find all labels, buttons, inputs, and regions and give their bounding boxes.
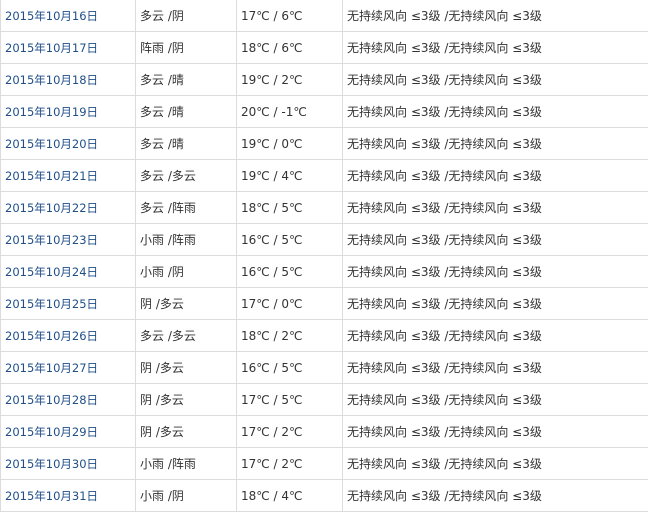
date-cell: 2015年10月30日 <box>0 447 136 480</box>
temperature-cell: 18℃ / 4℃ <box>236 479 343 512</box>
date-link[interactable]: 2015年10月28日 <box>5 392 99 407</box>
date-cell: 2015年10月23日 <box>0 223 136 256</box>
date-link[interactable]: 2015年10月26日 <box>5 328 99 343</box>
temperature-cell: 19℃ / 2℃ <box>236 63 343 96</box>
date-link[interactable]: 2015年10月19日 <box>5 104 99 119</box>
weather-cell: 多云 /晴 <box>135 95 237 128</box>
temperature-cell: 16℃ / 5℃ <box>236 223 343 256</box>
table-row: 2015年10月27日 阴 /多云 16℃ / 5℃ 无持续风向 ≤3级 /无持续风向… <box>0 351 648 384</box>
weather-cell: 多云 /多云 <box>135 319 237 352</box>
date-link[interactable]: 2015年10月24日 <box>5 264 99 279</box>
wind-cell: 无持续风向 ≤3级 /无持续风向 ≤3级 <box>342 63 648 96</box>
weather-cell: 小雨 /阴 <box>135 255 237 288</box>
temperature-cell: 19℃ / 0℃ <box>236 127 343 160</box>
table-row: 2015年10月24日 小雨 /阴 16℃ / 5℃ 无持续风向 ≤3级 /无持续风向… <box>0 255 648 288</box>
temperature-cell: 17℃ / 5℃ <box>236 383 343 416</box>
date-link[interactable]: 2015年10月20日 <box>5 136 99 151</box>
weather-cell: 小雨 /阴 <box>135 479 237 512</box>
weather-cell: 小雨 /阵雨 <box>135 447 237 480</box>
wind-cell: 无持续风向 ≤3级 /无持续风向 ≤3级 <box>342 319 648 352</box>
date-cell: 2015年10月29日 <box>0 415 136 448</box>
weather-cell: 阴 /多云 <box>135 415 237 448</box>
table-row: 2015年10月23日 小雨 /阵雨 16℃ / 5℃ 无持续风向 ≤3级 /无持续风… <box>0 223 648 256</box>
table-row: 2015年10月21日 多云 /多云 19℃ / 4℃ 无持续风向 ≤3级 /无持续风… <box>0 159 648 192</box>
table-row: 2015年10月16日 多云 /阴 17℃ / 6℃ 无持续风向 ≤3级 /无持续风向… <box>0 0 648 32</box>
date-link[interactable]: 2015年10月29日 <box>5 424 99 439</box>
date-cell: 2015年10月25日 <box>0 287 136 320</box>
table-row: 2015年10月25日 阴 /多云 17℃ / 0℃ 无持续风向 ≤3级 /无持续风向… <box>0 287 648 320</box>
wind-cell: 无持续风向 ≤3级 /无持续风向 ≤3级 <box>342 255 648 288</box>
table-row: 2015年10月18日 多云 /晴 19℃ / 2℃ 无持续风向 ≤3级 /无持续风向… <box>0 63 648 96</box>
date-cell: 2015年10月19日 <box>0 95 136 128</box>
weather-cell: 阴 /多云 <box>135 351 237 384</box>
temperature-cell: 18℃ / 6℃ <box>236 31 343 64</box>
temperature-cell: 17℃ / 0℃ <box>236 287 343 320</box>
table-row: 2015年10月29日 阴 /多云 17℃ / 2℃ 无持续风向 ≤3级 /无持续风向… <box>0 415 648 448</box>
wind-cell: 无持续风向 ≤3级 /无持续风向 ≤3级 <box>342 415 648 448</box>
table-row: 2015年10月30日 小雨 /阵雨 17℃ / 2℃ 无持续风向 ≤3级 /无持续风… <box>0 447 648 480</box>
wind-cell: 无持续风向 ≤3级 /无持续风向 ≤3级 <box>342 127 648 160</box>
date-link[interactable]: 2015年10月23日 <box>5 232 99 247</box>
date-link[interactable]: 2015年10月17日 <box>5 40 99 55</box>
temperature-cell: 19℃ / 4℃ <box>236 159 343 192</box>
date-link[interactable]: 2015年10月27日 <box>5 360 99 375</box>
wind-cell: 无持续风向 ≤3级 /无持续风向 ≤3级 <box>342 479 648 512</box>
wind-cell: 无持续风向 ≤3级 /无持续风向 ≤3级 <box>342 287 648 320</box>
date-cell: 2015年10月27日 <box>0 351 136 384</box>
date-link[interactable]: 2015年10月22日 <box>5 200 99 215</box>
temperature-cell: 20℃ / -1℃ <box>236 95 343 128</box>
temperature-cell: 18℃ / 2℃ <box>236 319 343 352</box>
date-link[interactable]: 2015年10月25日 <box>5 296 99 311</box>
wind-cell: 无持续风向 ≤3级 /无持续风向 ≤3级 <box>342 0 648 32</box>
date-link[interactable]: 2015年10月30日 <box>5 456 99 471</box>
date-link[interactable]: 2015年10月18日 <box>5 72 99 87</box>
wind-cell: 无持续风向 ≤3级 /无持续风向 ≤3级 <box>342 383 648 416</box>
wind-cell: 无持续风向 ≤3级 /无持续风向 ≤3级 <box>342 223 648 256</box>
date-cell: 2015年10月26日 <box>0 319 136 352</box>
weather-cell: 多云 /阵雨 <box>135 191 237 224</box>
date-cell: 2015年10月22日 <box>0 191 136 224</box>
weather-cell: 阴 /多云 <box>135 287 237 320</box>
date-cell: 2015年10月21日 <box>0 159 136 192</box>
wind-cell: 无持续风向 ≤3级 /无持续风向 ≤3级 <box>342 191 648 224</box>
date-link[interactable]: 2015年10月21日 <box>5 168 99 183</box>
weather-cell: 多云 /阴 <box>135 0 237 32</box>
temperature-cell: 18℃ / 5℃ <box>236 191 343 224</box>
date-link[interactable]: 2015年10月16日 <box>5 8 99 23</box>
wind-cell: 无持续风向 ≤3级 /无持续风向 ≤3级 <box>342 351 648 384</box>
date-cell: 2015年10月24日 <box>0 255 136 288</box>
date-cell: 2015年10月28日 <box>0 383 136 416</box>
weather-cell: 阵雨 /阴 <box>135 31 237 64</box>
temperature-cell: 17℃ / 2℃ <box>236 415 343 448</box>
weather-cell: 多云 /晴 <box>135 63 237 96</box>
wind-cell: 无持续风向 ≤3级 /无持续风向 ≤3级 <box>342 159 648 192</box>
table-row: 2015年10月26日 多云 /多云 18℃ / 2℃ 无持续风向 ≤3级 /无持续风… <box>0 319 648 352</box>
weather-cell: 多云 /多云 <box>135 159 237 192</box>
date-cell: 2015年10月16日 <box>0 0 136 32</box>
date-cell: 2015年10月18日 <box>0 63 136 96</box>
weather-cell: 多云 /晴 <box>135 127 237 160</box>
date-cell: 2015年10月31日 <box>0 479 136 512</box>
date-link[interactable]: 2015年10月31日 <box>5 488 99 503</box>
weather-cell: 小雨 /阵雨 <box>135 223 237 256</box>
date-cell: 2015年10月20日 <box>0 127 136 160</box>
temperature-cell: 17℃ / 6℃ <box>236 0 343 32</box>
temperature-cell: 16℃ / 5℃ <box>236 255 343 288</box>
table-row: 2015年10月22日 多云 /阵雨 18℃ / 5℃ 无持续风向 ≤3级 /无持续风… <box>0 191 648 224</box>
temperature-cell: 17℃ / 2℃ <box>236 447 343 480</box>
table-row: 2015年10月19日 多云 /晴 20℃ / -1℃ 无持续风向 ≤3级 /无持续风… <box>0 95 648 128</box>
temperature-cell: 16℃ / 5℃ <box>236 351 343 384</box>
table-row: 2015年10月28日 阴 /多云 17℃ / 5℃ 无持续风向 ≤3级 /无持续风向… <box>0 383 648 416</box>
weather-cell: 阴 /多云 <box>135 383 237 416</box>
wind-cell: 无持续风向 ≤3级 /无持续风向 ≤3级 <box>342 31 648 64</box>
table-row: 2015年10月20日 多云 /晴 19℃ / 0℃ 无持续风向 ≤3级 /无持续风向… <box>0 127 648 160</box>
table-row: 2015年10月17日 阵雨 /阴 18℃ / 6℃ 无持续风向 ≤3级 /无持续风向… <box>0 31 648 64</box>
wind-cell: 无持续风向 ≤3级 /无持续风向 ≤3级 <box>342 95 648 128</box>
wind-cell: 无持续风向 ≤3级 /无持续风向 ≤3级 <box>342 447 648 480</box>
table-row: 2015年10月31日 小雨 /阴 18℃ / 4℃ 无持续风向 ≤3级 /无持续风向… <box>0 479 648 512</box>
date-cell: 2015年10月17日 <box>0 31 136 64</box>
